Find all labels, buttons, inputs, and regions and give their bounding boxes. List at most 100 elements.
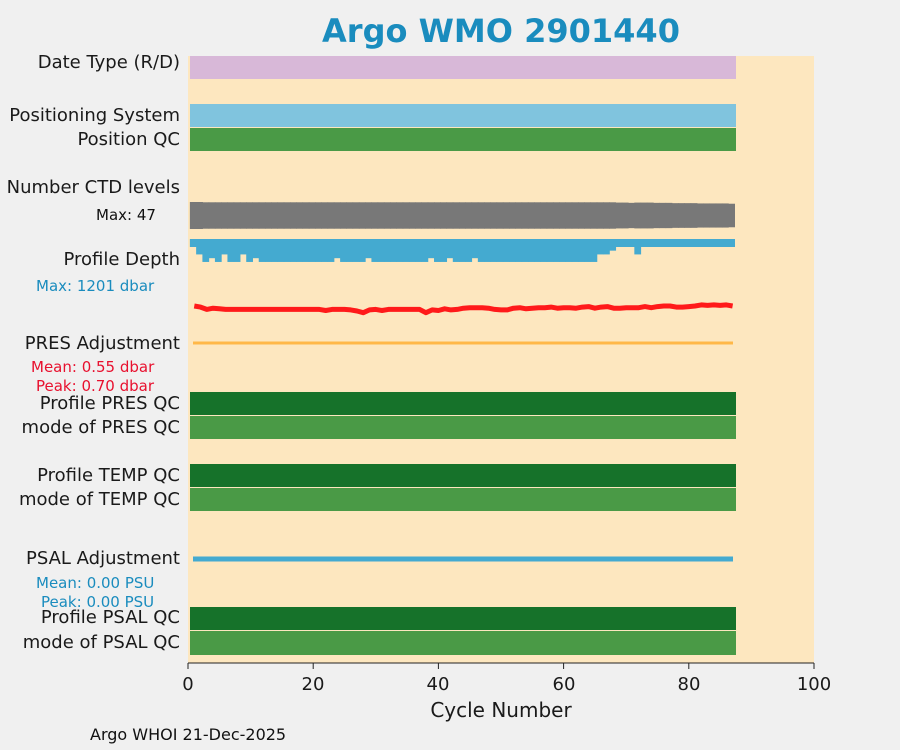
profile-depth-bar — [628, 239, 635, 247]
ctd-level-bar — [484, 202, 491, 229]
position-qc-bar — [190, 128, 736, 151]
label-number-ctd-levels: Number CTD levels — [6, 177, 180, 198]
profile-depth-bar — [552, 239, 560, 262]
pres-adjustment-line — [193, 302, 734, 316]
profile-depth-bar — [584, 239, 592, 262]
profile-depth-bar — [315, 239, 322, 262]
ctd-level-bar — [327, 202, 335, 229]
ctd-level-bar — [340, 202, 347, 229]
ctd-level-bar — [383, 202, 391, 229]
profile-depth-bar — [721, 239, 729, 247]
plot-background — [188, 56, 814, 663]
profile-temp-qc-bar — [190, 464, 736, 487]
label-profile-temp-qc: Profile TEMP QC — [37, 465, 180, 486]
ctd-level-bar — [521, 202, 529, 229]
ctd-level-bar — [709, 203, 717, 228]
ctd-level-bar — [590, 202, 598, 229]
profile-depth-bar — [690, 239, 698, 247]
profile-depth-bar — [302, 239, 310, 262]
ctd-level-bar — [596, 202, 604, 229]
date-type-bar — [190, 56, 736, 79]
profile-depth-bar — [402, 239, 410, 262]
profile-depth-bar — [577, 239, 585, 262]
profile-depth-bar — [571, 239, 579, 262]
label-mode-psal-qc: mode of PSAL QC — [22, 632, 180, 653]
x-tick-label-0: 0 — [182, 674, 194, 695]
mode-temp-qc-bar — [190, 488, 736, 511]
ctd-level-bar — [603, 202, 610, 229]
profile-depth-bar — [427, 239, 435, 259]
profile-depth-bar — [509, 239, 516, 262]
profile-depth-bar — [646, 239, 654, 247]
ctd-level-bar — [609, 202, 617, 229]
profile-depth-bar — [590, 239, 598, 262]
ctd-level-bar — [653, 202, 660, 229]
x-tick-label-60: 60 — [552, 674, 576, 695]
ctd-level-bar — [509, 202, 516, 229]
profile-depth-bar — [659, 239, 667, 247]
ctd-level-bar — [490, 202, 498, 229]
profile-depth-bar — [452, 239, 460, 262]
profile-depth-bar — [490, 239, 498, 262]
ctd-level-bar — [302, 202, 310, 229]
profile-depth-series — [189, 239, 735, 262]
profile-depth-bar — [440, 239, 448, 262]
ctd-level-bar — [584, 202, 592, 229]
profile-depth-bar — [521, 239, 529, 262]
ctd-level-bar — [515, 202, 523, 229]
profile-depth-bar — [603, 239, 610, 255]
ctd-level-bar — [659, 202, 667, 229]
ctd-level-bar — [696, 203, 704, 228]
profile-depth-bar — [640, 239, 648, 247]
ctd-level-bar — [459, 202, 466, 229]
ctd-level-bar — [671, 203, 679, 228]
profile-depth-bar — [653, 239, 660, 247]
profile-depth-bar — [371, 239, 379, 262]
ctd-level-bar — [396, 202, 404, 229]
ctd-level-bar — [728, 203, 735, 228]
profile-depth-bar — [390, 239, 397, 262]
profile-depth-bar — [196, 239, 203, 255]
label-profile-psal-qc: Profile PSAL QC — [40, 607, 180, 628]
label-date-type: Date Type (R/D) — [37, 52, 180, 73]
x-tick-label-80: 80 — [677, 674, 701, 695]
pres-mean-stat: Mean: 0.55 dbar — [31, 358, 155, 376]
profile-depth-bar — [534, 239, 541, 262]
label-positioning-system: Positioning System — [9, 105, 180, 126]
profile-depth-bar — [290, 239, 297, 262]
ctd-levels-series — [189, 202, 735, 229]
profile-depth-bar — [214, 239, 222, 262]
label-profile-depth: Profile Depth — [63, 249, 180, 270]
ctd-level-bar — [390, 202, 397, 229]
ctd-level-bar — [477, 202, 485, 229]
profile-depth-bar — [296, 239, 304, 262]
ctd-level-bar — [377, 202, 385, 229]
ctd-level-bar — [502, 202, 510, 229]
ctd-level-bar — [721, 203, 729, 228]
profile-depth-bar — [358, 239, 366, 262]
profile-depth-bar — [208, 239, 216, 259]
profile-pres-qc-bar — [190, 392, 736, 415]
ctd-level-bar — [246, 202, 253, 229]
profile-depth-bar — [665, 239, 673, 247]
profile-depth-bar — [233, 239, 241, 262]
profile-depth-bar — [434, 239, 441, 262]
profile-depth-bar — [202, 239, 210, 262]
profile-depth-bar — [408, 239, 416, 262]
profile-depth-bar — [415, 239, 422, 262]
profile-depth-bar — [333, 239, 341, 259]
ctd-level-bar — [365, 202, 372, 229]
profile-depth-bar — [471, 239, 479, 259]
ctd-level-bar — [678, 203, 685, 228]
psal-peak-stat: Peak: 0.00 PSU — [41, 593, 155, 611]
profile-depth-bar — [352, 239, 360, 262]
footer-credit: Argo WHOI 21-Dec-2025 — [90, 725, 287, 744]
ctd-level-bar — [227, 202, 235, 229]
depth-max-stat: Max: 1201 dbar — [36, 277, 155, 295]
profile-depth-bar — [239, 239, 247, 255]
profile-depth-bar — [277, 239, 285, 262]
ctd-level-bar — [571, 202, 579, 229]
ctd-level-bar — [202, 202, 210, 229]
profile-depth-bar — [684, 239, 692, 247]
